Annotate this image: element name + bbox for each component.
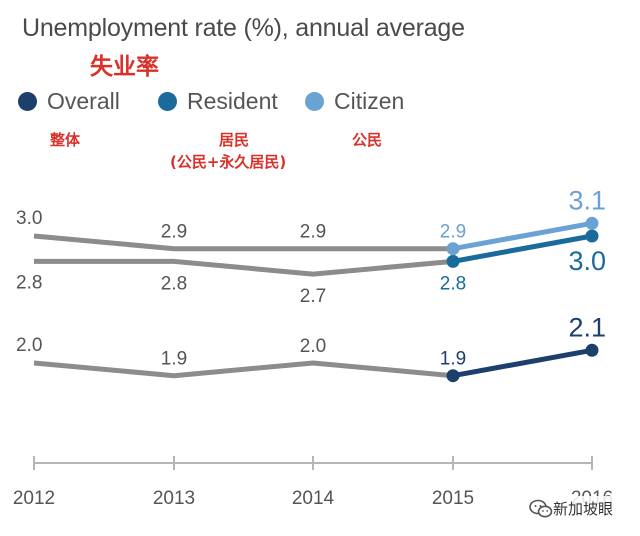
legend-dot-resident — [158, 92, 177, 111]
chart-title: Unemployment rate (%), annual average — [22, 14, 465, 42]
legend-dot-citizen — [305, 92, 324, 111]
data-label-citizen-2016: 3.1 — [568, 185, 606, 215]
chart-subtitle-cn: 失业率 — [90, 54, 159, 80]
x-tick-label-2013: 2013 — [153, 488, 195, 509]
data-label-citizen-2014: 2.9 — [300, 222, 326, 243]
point-citizen-2015 — [446, 242, 460, 256]
legend-item-resident: Resident — [158, 88, 278, 115]
legend-cn-resident: 居民 — [219, 131, 250, 149]
wechat-icon — [529, 499, 553, 517]
legend-cn-resident-detail: (公民+永久居民) — [170, 153, 287, 171]
watermark-text: 新加坡眼 — [553, 500, 614, 518]
series-line-resident-recent — [450, 233, 595, 264]
point-citizen-2016 — [585, 216, 599, 230]
legend-cn-overall: 整体 — [50, 131, 81, 149]
series-line-overall-historical — [33, 360, 454, 379]
legend-item-overall: Overall — [18, 88, 120, 115]
point-overall-2015 — [446, 369, 460, 383]
data-label-overall-2012: 2.0 — [16, 335, 42, 356]
legend-label-resident: Resident — [187, 88, 278, 114]
point-overall-2016 — [585, 343, 599, 357]
point-resident-2016 — [585, 229, 599, 243]
x-tick-label-2014: 2014 — [292, 488, 335, 509]
data-label-resident-2014: 2.7 — [300, 286, 326, 307]
data-label-citizen-2012: 3.0 — [16, 208, 42, 229]
watermark: 新加坡眼 — [525, 496, 618, 521]
data-label-resident-2013: 2.8 — [161, 273, 187, 294]
data-label-resident-2016: 3.0 — [568, 246, 606, 276]
legend-dot-overall — [18, 92, 37, 111]
legend-label-overall: Overall — [47, 88, 120, 114]
series-line-citizen-recent — [450, 220, 595, 252]
series-line-citizen-historical — [33, 233, 453, 252]
data-label-overall-2016: 2.1 — [568, 312, 606, 342]
data-label-overall-2015: 1.9 — [440, 349, 466, 370]
data-label-resident-2015: 2.8 — [440, 273, 466, 294]
data-label-overall-2013: 1.9 — [161, 349, 187, 370]
x-tick-label-2012: 2012 — [13, 488, 55, 509]
legend-item-citizen: Citizen — [305, 88, 404, 115]
data-label-citizen-2015: 2.9 — [440, 222, 466, 243]
series-line-resident-historical — [34, 258, 454, 277]
x-tick-label-2015: 2015 — [432, 488, 474, 509]
point-resident-2015 — [446, 254, 460, 268]
data-label-overall-2014: 2.0 — [300, 336, 326, 357]
data-label-citizen-2013: 2.9 — [161, 222, 187, 243]
legend-cn-citizen: 公民 — [352, 131, 383, 149]
data-label-resident-2012: 2.8 — [16, 272, 42, 293]
legend-label-citizen: Citizen — [334, 88, 405, 114]
series-line-overall-recent — [450, 347, 595, 379]
